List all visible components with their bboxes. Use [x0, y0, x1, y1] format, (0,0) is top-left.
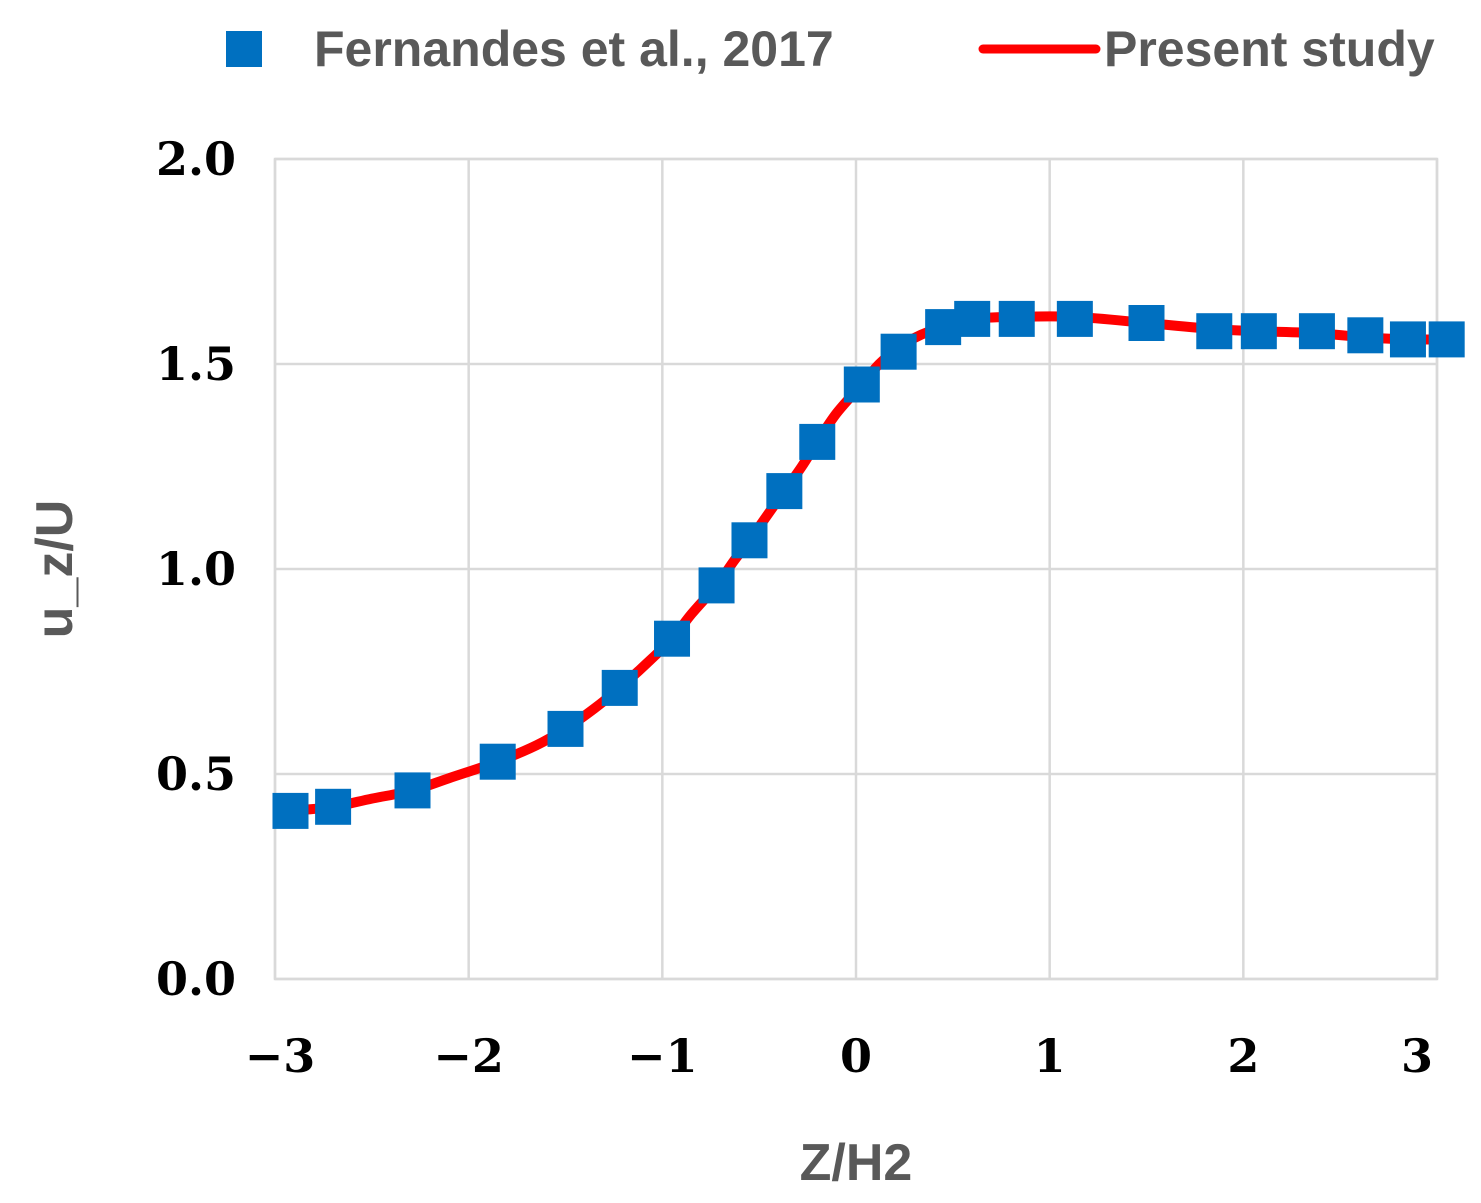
x-tick-label: −1	[627, 1029, 698, 1083]
fernandes-data-point	[731, 522, 768, 559]
fernandes-data-point	[601, 669, 638, 706]
y-tick-label: 0.5	[156, 747, 236, 801]
x-axis-ticks: −3 −2 −1 0 1 2 3	[245, 1029, 1433, 1083]
fernandes-data-point	[394, 772, 431, 809]
fernandes-data-point	[1196, 313, 1233, 350]
y-tick-label: 2.0	[156, 132, 236, 186]
fernandes-data-point	[272, 792, 309, 829]
legend-label-fernandes: Fernandes et al., 2017	[314, 21, 834, 77]
legend-label-present-study: Present study	[1104, 21, 1435, 77]
y-tick-label: 1.0	[156, 542, 236, 596]
y-axis-ticks: 0.0 0.5 1.0 1.5 2.0	[156, 132, 236, 1006]
fernandes-data-point	[547, 710, 584, 747]
x-tick-label: −2	[433, 1029, 504, 1083]
x-axis-title: Z/H2	[800, 1134, 913, 1192]
fernandes-data-point	[880, 333, 917, 370]
fernandes-data-point	[843, 366, 880, 403]
legend: Fernandes et al., 2017 Present study	[226, 21, 1435, 77]
x-tick-label: 1	[1034, 1029, 1066, 1083]
legend-marker-fernandes	[226, 31, 262, 67]
y-tick-label: 0.0	[156, 952, 236, 1006]
fernandes-data-point	[698, 567, 735, 604]
fernandes-data-point	[315, 788, 352, 825]
y-tick-label: 1.5	[156, 337, 236, 391]
fernandes-data-point	[799, 423, 836, 460]
x-tick-label: 0	[840, 1029, 872, 1083]
grid	[273, 157, 1439, 981]
fernandes-data-point	[1240, 313, 1277, 350]
fernandes-data-point	[1128, 305, 1165, 341]
fernandes-data-point	[1056, 300, 1093, 337]
x-tick-label: 2	[1227, 1029, 1259, 1083]
fernandes-data-point	[479, 743, 516, 780]
plot-area-border	[273, 157, 1439, 981]
fernandes-data-point	[654, 620, 691, 657]
fernandes-data-point	[1347, 317, 1384, 354]
fernandes-data-point	[1298, 313, 1335, 350]
y-axis-title: u_z/U	[26, 500, 84, 639]
fernandes-series	[272, 300, 1465, 829]
fernandes-data-point	[1389, 321, 1426, 358]
fernandes-data-point	[766, 473, 803, 510]
fernandes-data-point	[998, 300, 1035, 337]
x-tick-label: 3	[1401, 1029, 1433, 1083]
x-tick-label: −3	[245, 1029, 316, 1083]
fernandes-data-point	[1428, 321, 1465, 358]
fernandes-data-point	[954, 300, 991, 337]
